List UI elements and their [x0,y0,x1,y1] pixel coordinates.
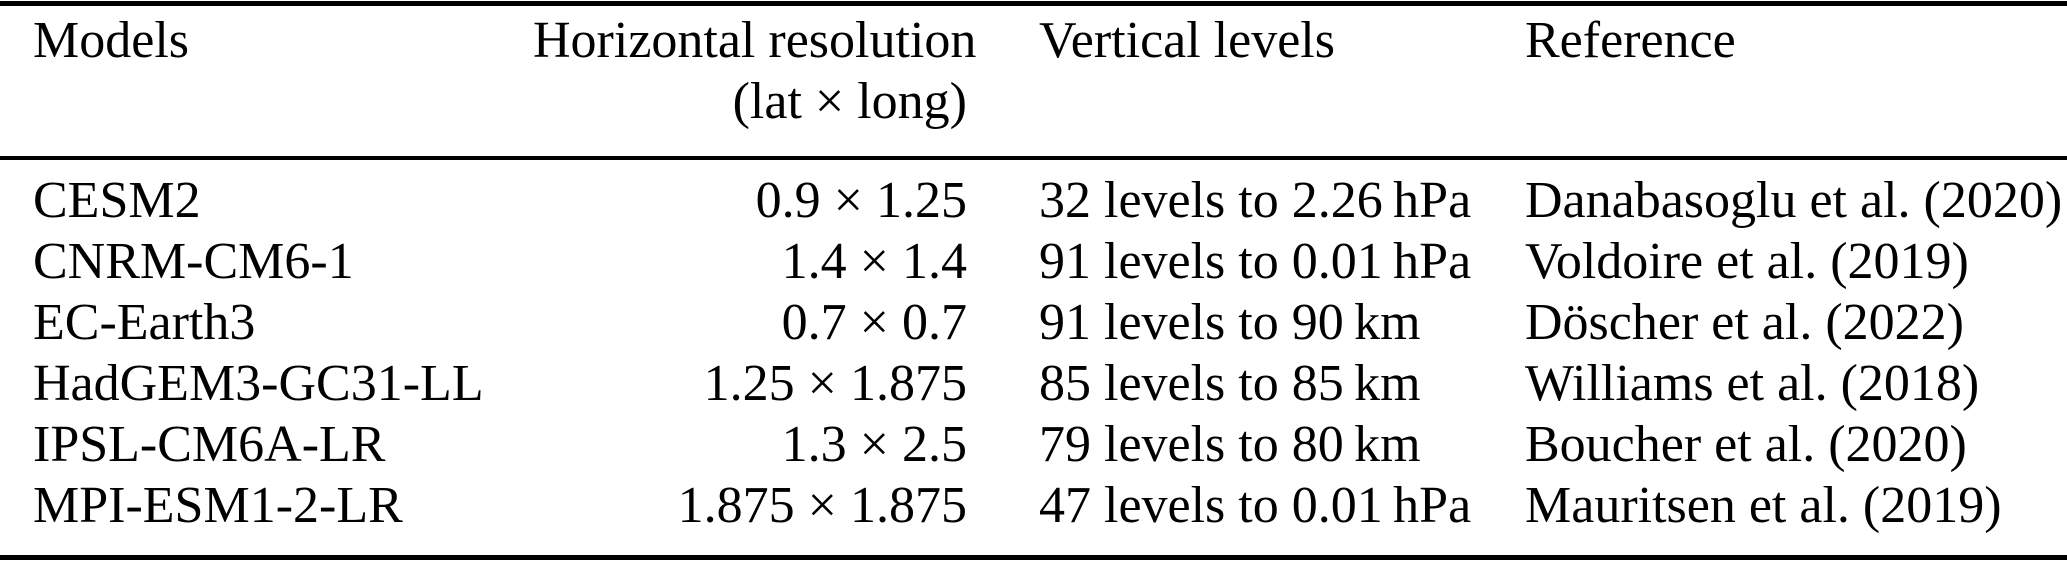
reference-cell: Mauritsen et al. (2019) [1525,477,2002,534]
table-row: IPSL-CM6A-LR 1.3 × 2.5 79 levels to 80 k… [0,414,2067,475]
vertical-levels-cell: 47 levels to 0.01 hPa [1039,477,1472,534]
model-name-cell: CNRM-CM6-1 [33,233,354,290]
reference-cell: Voldoire et al. (2019) [1525,233,1969,290]
model-name-cell: CESM2 [33,172,201,229]
column-header-horizontal-resolution-line2: (lat × long) [732,73,967,130]
table-body: CESM2 0.9 × 1.25 32 levels to 2.26 hPa D… [0,170,2067,536]
column-header-horizontal-resolution-line1: Horizontal resolution [533,12,977,69]
column-header-horizontal-resolution: Horizontal resolution (lat × long) [533,10,977,132]
vertical-levels-cell: 91 levels to 90 km [1039,294,1421,351]
column-header-vertical-levels: Vertical levels [1039,12,1335,69]
table-row: HadGEM3-GC31-LL 1.25 × 1.875 85 levels t… [0,353,2067,414]
resolution-cell: 1.875 × 1.875 [677,477,967,534]
vertical-levels-cell: 79 levels to 80 km [1039,416,1421,473]
vertical-levels-cell: 85 levels to 85 km [1039,355,1421,412]
model-name-cell: IPSL-CM6A-LR [33,416,386,473]
reference-cell: Williams et al. (2018) [1525,355,1980,412]
resolution-cell: 0.7 × 0.7 [781,294,967,351]
table-top-rule [0,1,2067,6]
vertical-levels-cell: 32 levels to 2.26 hPa [1039,172,1472,229]
vertical-levels-cell: 91 levels to 0.01 hPa [1039,233,1472,290]
resolution-cell: 1.3 × 2.5 [781,416,967,473]
table-row: MPI-ESM1-2-LR 1.875 × 1.875 47 levels to… [0,475,2067,536]
table-row: CNRM-CM6-1 1.4 × 1.4 91 levels to 0.01 h… [0,231,2067,292]
resolution-cell: 0.9 × 1.25 [755,172,967,229]
resolution-cell: 1.25 × 1.875 [703,355,967,412]
model-name-cell: EC-Earth3 [33,294,256,351]
resolution-cell: 1.4 × 1.4 [781,233,967,290]
table-header-row: Models Horizontal resolution (lat × long… [0,10,2067,132]
table-row: CESM2 0.9 × 1.25 32 levels to 2.26 hPa D… [0,170,2067,231]
reference-cell: Danabasoglu et al. (2020) [1525,172,2063,229]
table-row: EC-Earth3 0.7 × 0.7 91 levels to 90 km D… [0,292,2067,353]
column-header-reference: Reference [1525,12,1736,69]
reference-cell: Boucher et al. (2020) [1525,416,1967,473]
model-name-cell: MPI-ESM1-2-LR [33,477,403,534]
table-bottom-rule [0,555,2067,560]
model-name-cell: HadGEM3-GC31-LL [33,355,484,412]
reference-cell: Döscher et al. (2022) [1525,294,1964,351]
column-header-models: Models [33,12,189,69]
table-mid-rule [0,156,2067,160]
